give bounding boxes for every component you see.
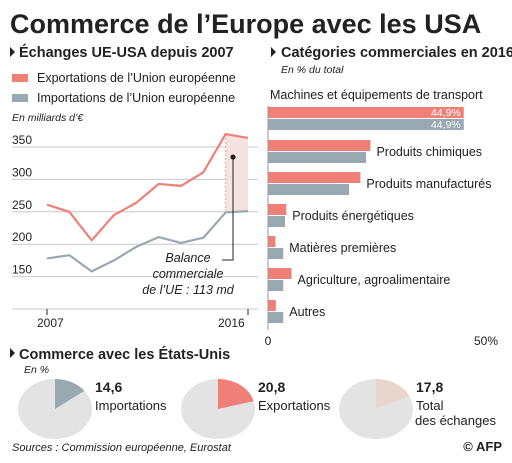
balance-line2: commerciale — [153, 267, 224, 281]
bar-exports — [268, 204, 287, 215]
bar-exports — [268, 300, 276, 311]
series-line-imports — [46, 210, 249, 273]
bar-exports — [268, 236, 276, 247]
y-tick-label: 150 — [12, 263, 32, 277]
balance-line3: de l’UE : 113 md — [142, 283, 235, 297]
bar-exports — [268, 268, 292, 279]
line-chart: 350 300 250 200 150 2007 2016 — [12, 132, 258, 330]
legend-imports-label: Importations de l’Union européenne — [37, 91, 235, 105]
x-tick-label: 2016 — [218, 316, 245, 330]
bar-exports — [268, 172, 361, 183]
bar-category-label: Produits manufacturés — [366, 177, 491, 191]
bar-data-label: 44,9% — [431, 107, 461, 119]
legend-exports-label: Exportations de l’Union européenne — [37, 71, 236, 85]
y-tick-label: 300 — [12, 165, 32, 179]
y-tick-label: 350 — [12, 133, 32, 147]
section1-heading: Échanges UE-USA depuis 2007 — [19, 44, 234, 61]
line-chart-unit: En milliards d’€ — [12, 112, 84, 124]
bar-chart: Machines et équipements de transport Prod… — [268, 88, 491, 323]
bar-axis-max-label: 50% — [474, 334, 498, 348]
y-tick-label: 250 — [12, 198, 32, 212]
pie-slice-imports — [55, 379, 85, 409]
bar-category-label: Autres — [289, 305, 325, 319]
pie-unit: En % — [24, 364, 49, 376]
pie-category-label: Importations — [95, 398, 167, 413]
bar-imports — [268, 248, 284, 259]
pie-category-label-line2: des échanges — [415, 413, 496, 428]
bar-category-label: Matières premières — [289, 241, 396, 255]
section1-marker-icon — [10, 47, 15, 57]
bar-exports — [268, 107, 464, 118]
bar-exports — [268, 140, 371, 151]
pie-slice-exports — [218, 379, 254, 409]
afp-credit: © AFP — [463, 439, 502, 454]
bar-axis-min-label: 0 — [265, 334, 272, 348]
y-tick-label: 200 — [12, 230, 32, 244]
pie-value-label: 14,6 — [95, 379, 122, 395]
source-note: Sources : Commission européenne, Eurosta… — [12, 442, 232, 454]
pie-value-label: 17,8 — [416, 379, 443, 395]
x-tick-label: 2007 — [37, 316, 64, 330]
legend-imports-swatch — [12, 94, 28, 102]
balance-area — [225, 134, 248, 213]
series-line-exports — [46, 132, 249, 242]
balance-leader-line — [222, 157, 234, 261]
pie-slice-total — [376, 379, 410, 409]
bar-chart-unit: En % du total — [281, 64, 344, 76]
pie-category-label: Total — [416, 398, 444, 413]
page-title: Commerce de l’Europe avec les USA — [10, 9, 481, 39]
section3-heading: Commerce avec les États-Unis — [19, 346, 230, 363]
balance-line1: Balance — [165, 251, 210, 265]
pie-value-label: 20,8 — [258, 379, 285, 395]
bar-imports — [268, 280, 284, 291]
bar-category-label: Produits chimiques — [376, 145, 482, 159]
bar-imports — [268, 119, 464, 130]
bar-imports — [268, 184, 350, 195]
balance-annotation: Balance commerciale de l’UE : 113 md — [142, 251, 235, 297]
bar-imports — [268, 312, 284, 323]
section2-heading: Catégories commerciales en 2016 — [281, 45, 512, 61]
bar-imports — [268, 216, 286, 227]
section3-marker-icon — [10, 348, 15, 358]
section2-marker-icon — [271, 47, 276, 57]
bar-imports — [268, 152, 367, 163]
bar-category-label: Produits énergétiques — [292, 209, 414, 223]
pie-category-label: Exportations — [258, 398, 331, 413]
bar-category-label: Agriculture, agroalimentaire — [298, 273, 451, 287]
legend-exports-swatch — [12, 74, 28, 82]
pie-charts: 14,6 Importations 20,8 Exportations 17,8 Tota… — [18, 379, 496, 439]
bar-data-label: 44,9% — [431, 119, 461, 131]
bar-category-label: Machines et équipements de transport — [270, 88, 483, 102]
